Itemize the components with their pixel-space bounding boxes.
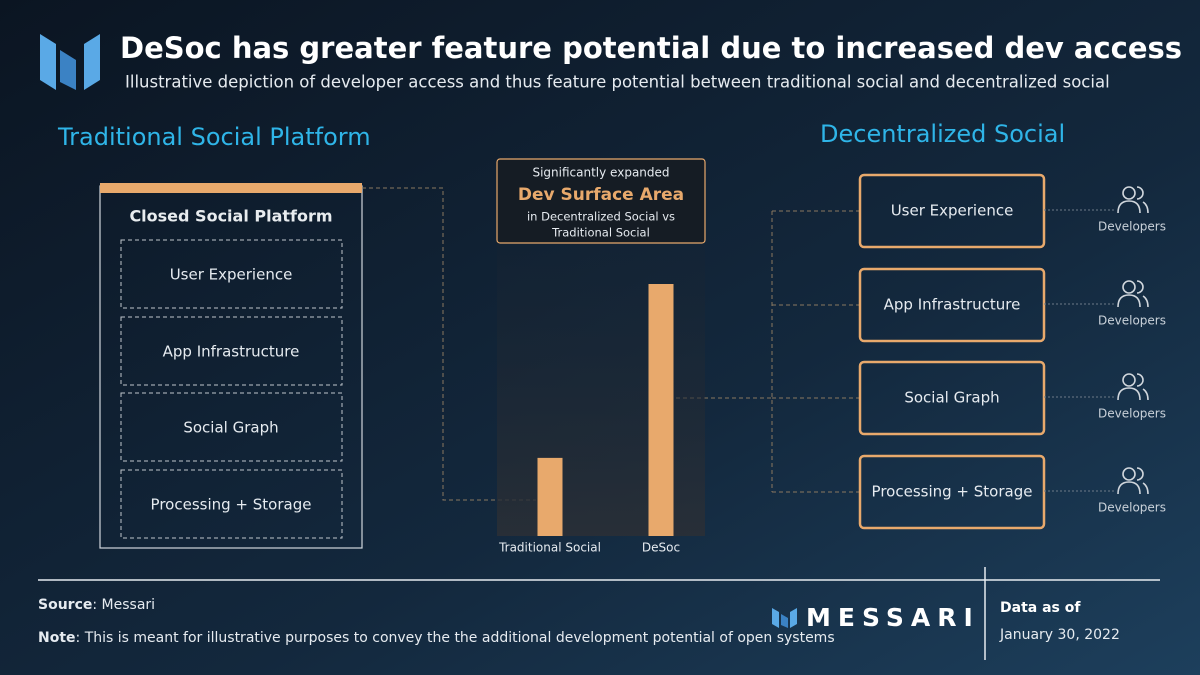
layer-label: App Infrastructure xyxy=(884,296,1021,314)
chart-backdrop xyxy=(497,244,705,536)
layer-box xyxy=(120,239,343,309)
layer-label: Processing + Storage xyxy=(151,496,312,514)
bar xyxy=(537,457,563,536)
layer-box xyxy=(858,454,1046,530)
layer-label: Social Graph xyxy=(904,389,999,407)
layer-label: App Infrastructure xyxy=(163,343,300,361)
layer-box xyxy=(120,392,343,462)
developer-icon xyxy=(1136,373,1149,401)
developer-icon xyxy=(1117,387,1141,401)
note-label: Note xyxy=(38,630,76,646)
date: January 30, 2022 xyxy=(999,627,1120,643)
developer-icon xyxy=(1136,467,1149,495)
developer-icon xyxy=(1117,481,1141,495)
layer-label: Processing + Storage xyxy=(872,483,1033,501)
layer-box xyxy=(120,316,343,386)
layer-box xyxy=(858,173,1046,249)
bar xyxy=(648,284,674,536)
layer-label: User Experience xyxy=(891,202,1014,220)
right-heading: Decentralized Social xyxy=(820,120,1065,148)
source: Source: Messari xyxy=(38,597,155,613)
developer-icon xyxy=(1122,467,1136,481)
developer-label: Developers xyxy=(1098,314,1166,328)
developer-label: Developers xyxy=(1098,220,1166,234)
platform-title: Closed Social Platform xyxy=(129,207,332,226)
developer-icon xyxy=(1136,186,1149,214)
note: Note: This is meant for illustrative pur… xyxy=(38,630,835,646)
developer-label: Developers xyxy=(1098,501,1166,515)
developer-icon xyxy=(1117,200,1141,214)
layer-label: User Experience xyxy=(170,266,293,284)
callout-text: in Decentralized Social vs xyxy=(527,210,675,224)
developer-icon xyxy=(1122,373,1136,387)
layer-label: Social Graph xyxy=(183,419,278,437)
callout-highlight: Dev Surface Area xyxy=(518,185,684,205)
callout-text: Significantly expanded xyxy=(532,166,669,180)
logo xyxy=(40,34,100,90)
developer-icon xyxy=(1136,280,1149,308)
x-tick-label: Traditional Social xyxy=(498,541,601,555)
brand-logo xyxy=(772,608,797,628)
developer-icon xyxy=(1122,186,1136,200)
subtitle: Illustrative depiction of developer acce… xyxy=(125,73,1110,92)
platform-top-bar xyxy=(100,183,362,193)
callout-box xyxy=(496,158,706,244)
layer-box xyxy=(120,469,343,539)
x-tick-label: DeSoc xyxy=(642,541,680,555)
developer-icon xyxy=(1117,294,1141,308)
source-label: Source xyxy=(38,597,92,613)
developer-icon xyxy=(1122,280,1136,294)
title: DeSoc has greater feature potential due … xyxy=(120,31,1182,65)
brand: MESSARI xyxy=(806,603,980,632)
developer-label: Developers xyxy=(1098,407,1166,421)
callout-text: Traditional Social xyxy=(551,226,650,240)
layer-box xyxy=(858,267,1046,343)
layer-box xyxy=(858,360,1046,436)
date-label: Data as of xyxy=(1000,600,1081,616)
note-text: : This is meant for illustrative purpose… xyxy=(76,630,835,646)
source-text: : Messari xyxy=(92,597,155,613)
left-heading: Traditional Social Platform xyxy=(57,123,371,151)
